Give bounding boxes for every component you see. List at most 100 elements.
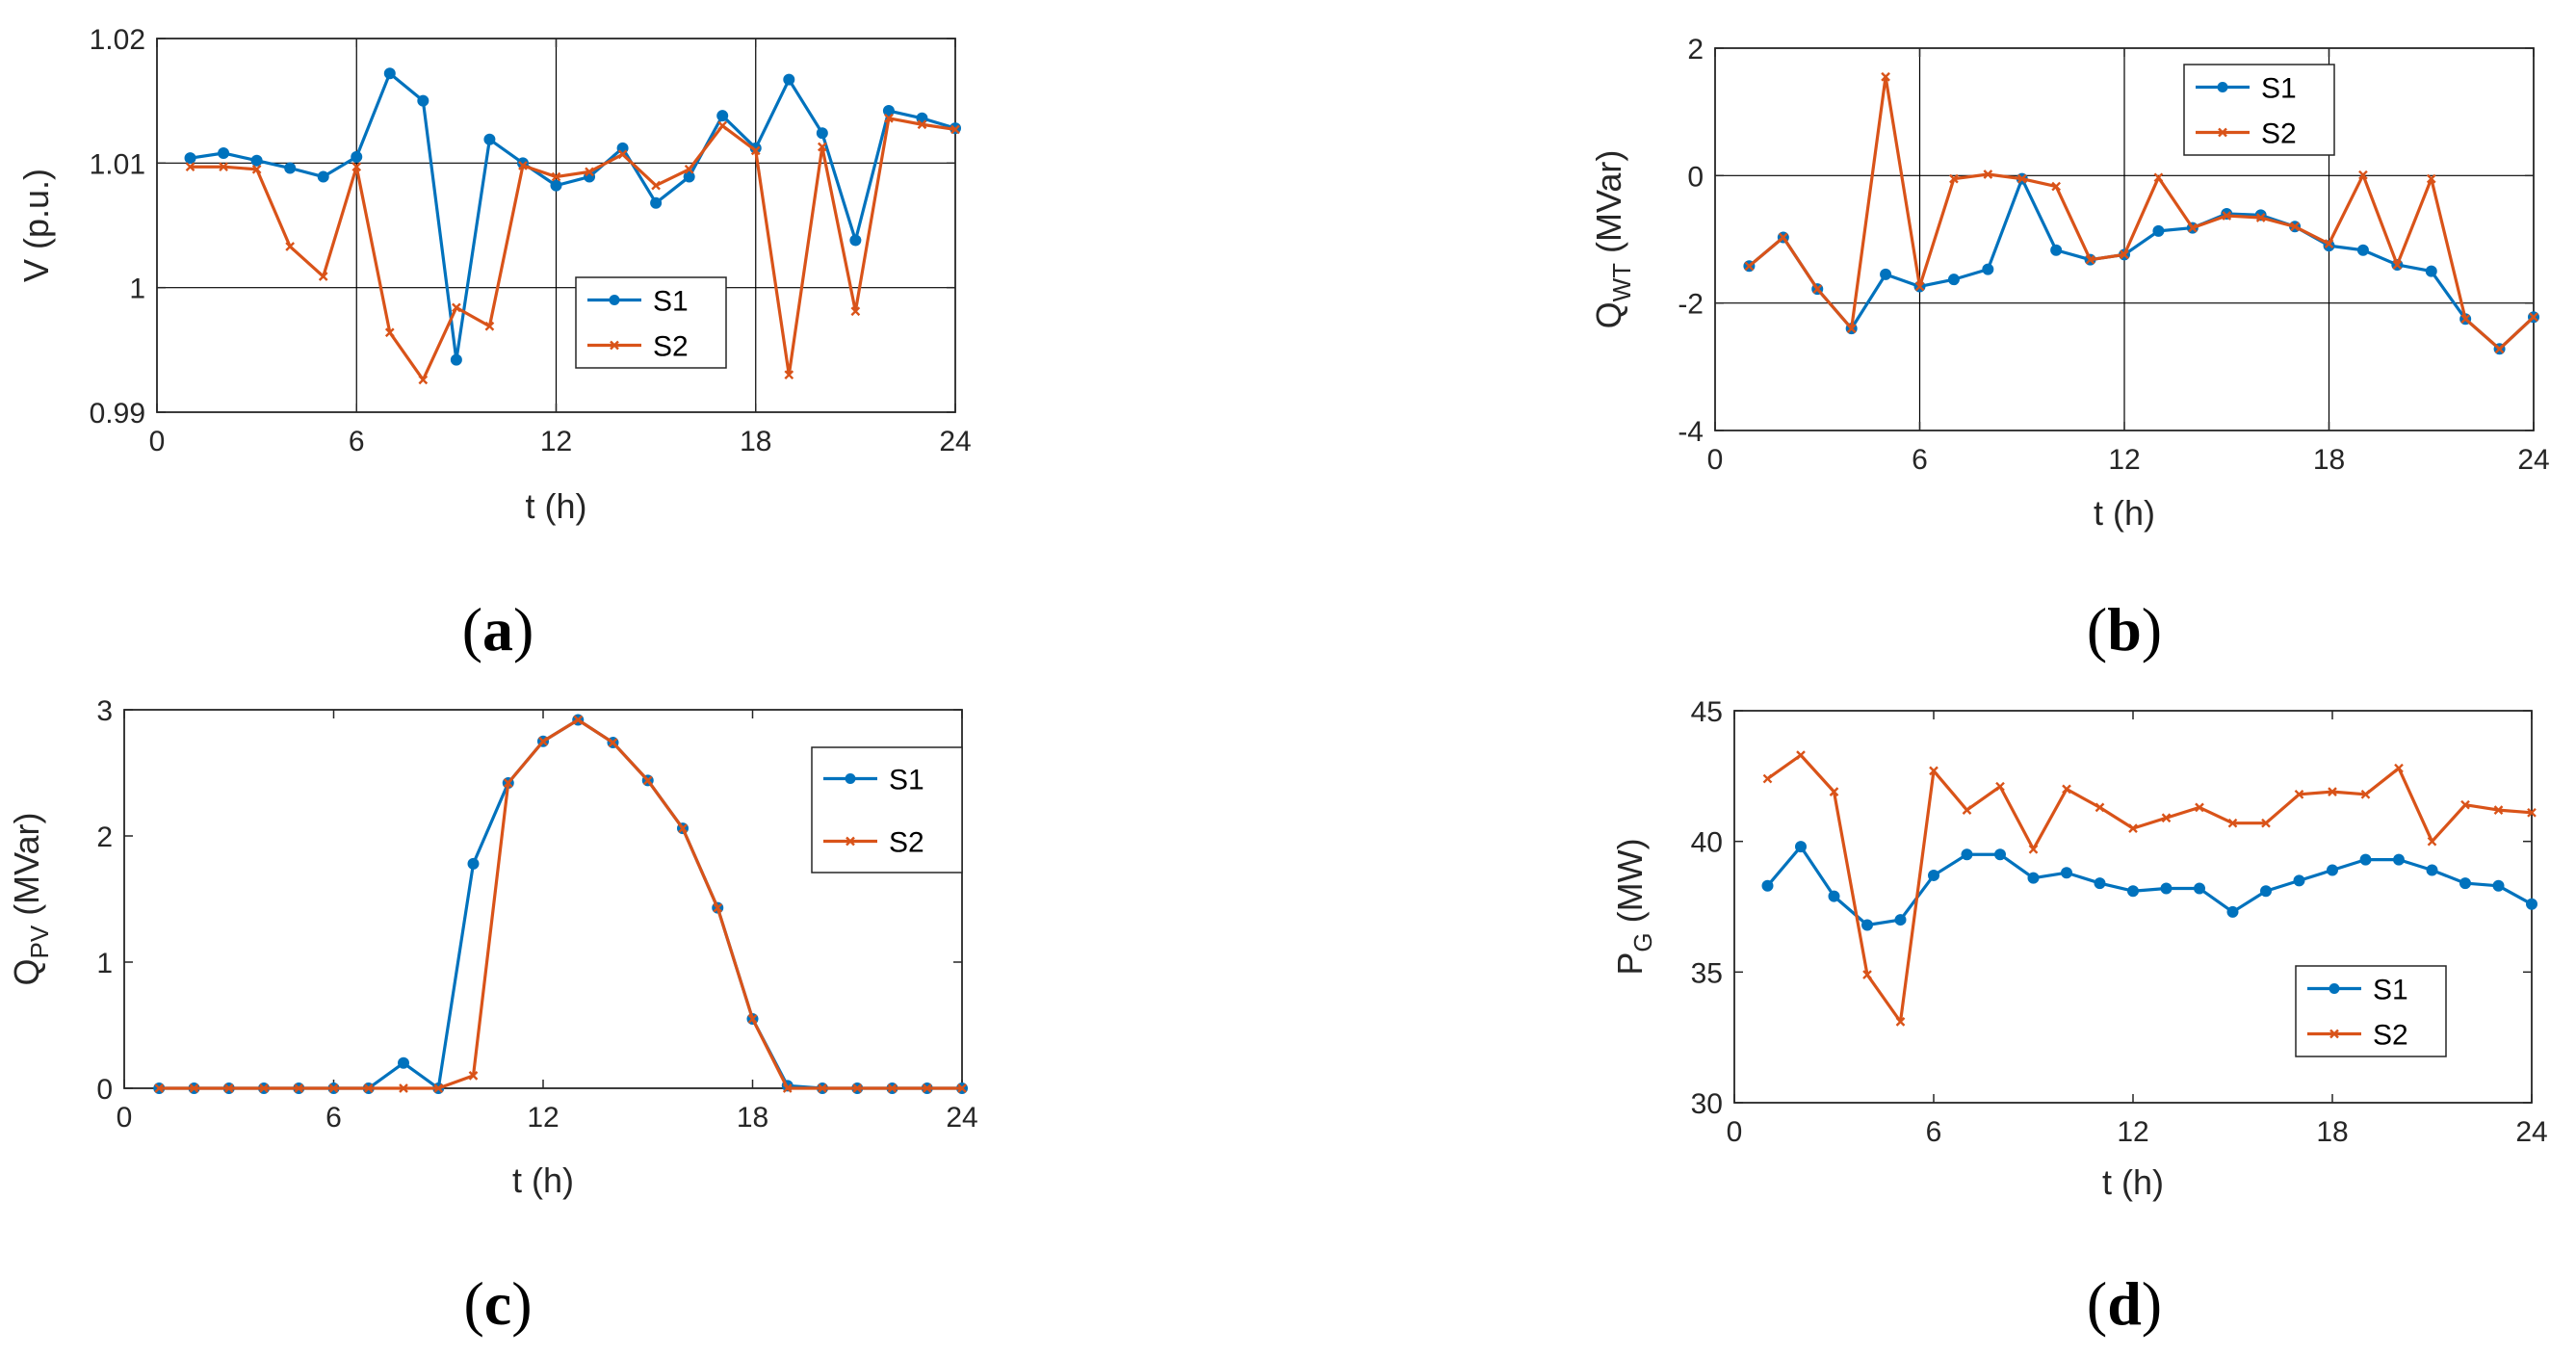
data-point-s2 (1762, 773, 1773, 784)
x-axis-label: t (h) (512, 1160, 574, 1200)
y-tick-label: 0 (96, 1074, 113, 1106)
data-point-s2 (713, 902, 723, 913)
panel-label-letter: b (2107, 595, 2142, 664)
y-axis-label: QPV (MVar) (7, 812, 54, 985)
panel-label-open: ( (462, 595, 482, 664)
x-tick-label: 6 (1912, 444, 1928, 476)
y-tick-label: 1.02 (90, 24, 145, 56)
data-point-s2 (2153, 172, 2164, 183)
data-point-s2 (1812, 284, 1823, 294)
data-point-s2 (817, 142, 827, 152)
panel-label-letter: a (482, 595, 513, 664)
data-point-s2 (1962, 805, 1972, 815)
data-point-s2 (784, 370, 794, 380)
data-point-s2 (2493, 805, 2504, 815)
series-line-s2 (1748, 75, 2536, 351)
legend-marker-s2 (2329, 1029, 2339, 1039)
x-tick-label: 18 (737, 1102, 768, 1134)
x-tick-label: 0 (1707, 444, 1724, 476)
chart-panel-a: 0 6 12 18 24 0.99 1 1.01 1.02 t (h) V (p.u.) S1 S2 (a… (16, 24, 972, 664)
legend-box (811, 746, 963, 874)
series-line-s2 (1766, 753, 2533, 1024)
data-point-s2 (922, 1083, 932, 1093)
data-point-s2 (1778, 232, 1788, 243)
data-point-s2 (1914, 281, 1925, 292)
panel-label-close: ) (511, 1269, 532, 1338)
panel-label-open: ( (463, 1269, 483, 1338)
data-point-s2 (251, 164, 262, 174)
data-point-s2 (1881, 71, 1890, 82)
data-point-s1 (398, 1056, 409, 1069)
data-point-s2 (399, 1083, 408, 1093)
y-tick-label: 0.99 (90, 398, 145, 430)
data-point-s2 (642, 775, 653, 786)
data-point-s1 (2393, 853, 2405, 866)
data-point-s2 (2187, 222, 2198, 233)
data-point-s1 (816, 127, 828, 140)
y-axis-label-main: Q (7, 959, 46, 986)
data-point-s2 (850, 306, 861, 317)
data-point-s2 (2017, 173, 2027, 184)
data-point-s2 (2494, 344, 2505, 354)
x-tick-label: 6 (325, 1102, 342, 1134)
data-point-s1 (1928, 869, 1939, 881)
data-point-s2 (2358, 170, 2368, 180)
data-point-s2 (294, 1083, 304, 1093)
data-point-s2 (1949, 173, 1959, 184)
legend-marker-s1 (845, 773, 856, 784)
data-point-s2 (2222, 211, 2232, 221)
axes-box (156, 38, 956, 413)
chart-panel-b: 0 6 12 18 24 -4 -2 0 2 t (h) QWT (MVar) S1 S2 (b) (1589, 34, 2550, 664)
legend-box (575, 276, 727, 369)
panel-label: (b) (2087, 595, 2162, 664)
x-tick-label: 6 (1926, 1116, 1942, 1148)
data-point-s1 (2359, 853, 2372, 866)
data-point-s2 (2227, 818, 2238, 828)
data-point-s2 (608, 738, 618, 747)
data-point-s2 (2460, 314, 2471, 325)
x-axis-label: t (h) (2102, 1162, 2164, 1202)
data-point-s1 (2459, 877, 2471, 890)
data-point-s1 (2061, 867, 2072, 879)
data-point-s1 (650, 196, 663, 209)
x-tick-label: 12 (2108, 444, 2140, 476)
data-point-s1 (2426, 864, 2438, 876)
panel-label: (d) (2087, 1269, 2162, 1338)
data-point-s1 (1828, 890, 1840, 902)
y-axis-label-main: V (p.u.) (16, 169, 56, 282)
data-point-s2 (318, 272, 328, 281)
data-point-s2 (678, 823, 688, 833)
data-point-s2 (2095, 802, 2105, 813)
data-point-s1 (2094, 877, 2106, 890)
data-point-s2 (2394, 763, 2404, 773)
data-point-s2 (2426, 173, 2436, 184)
data-point-s2 (2028, 844, 2039, 854)
legend-marker-s2 (846, 836, 855, 847)
data-point-s1 (2327, 864, 2338, 876)
legend-box (2295, 965, 2447, 1057)
data-point-s2 (154, 1083, 165, 1093)
x-tick-label: 24 (946, 1102, 977, 1134)
x-axis-label: t (h) (2094, 493, 2155, 533)
data-point-s2 (2120, 249, 2129, 260)
legend-marker-s1 (2217, 82, 2228, 92)
y-tick-label: 0 (1687, 161, 1704, 193)
data-point-s2 (717, 120, 728, 131)
x-axis-label: t (h) (525, 486, 586, 526)
data-point-s2 (2255, 213, 2266, 222)
data-point-s2 (1862, 970, 1872, 979)
data-point-s2 (852, 1083, 863, 1093)
panel-label-close: ) (2142, 1269, 2162, 1338)
x-tick-label: 12 (2117, 1116, 2148, 1148)
data-point-s2 (259, 1083, 269, 1093)
y-tick-label: 40 (1691, 827, 1723, 859)
data-point-s1 (1795, 841, 1807, 853)
data-point-s2 (2085, 254, 2095, 265)
data-point-s2 (433, 1083, 444, 1093)
data-point-s2 (2062, 784, 2071, 795)
data-point-s2 (1744, 261, 1755, 272)
x-tick-label: 0 (117, 1102, 133, 1134)
data-point-s1 (2194, 882, 2205, 895)
data-point-s2 (189, 1083, 199, 1093)
axes-box (1714, 47, 2535, 431)
